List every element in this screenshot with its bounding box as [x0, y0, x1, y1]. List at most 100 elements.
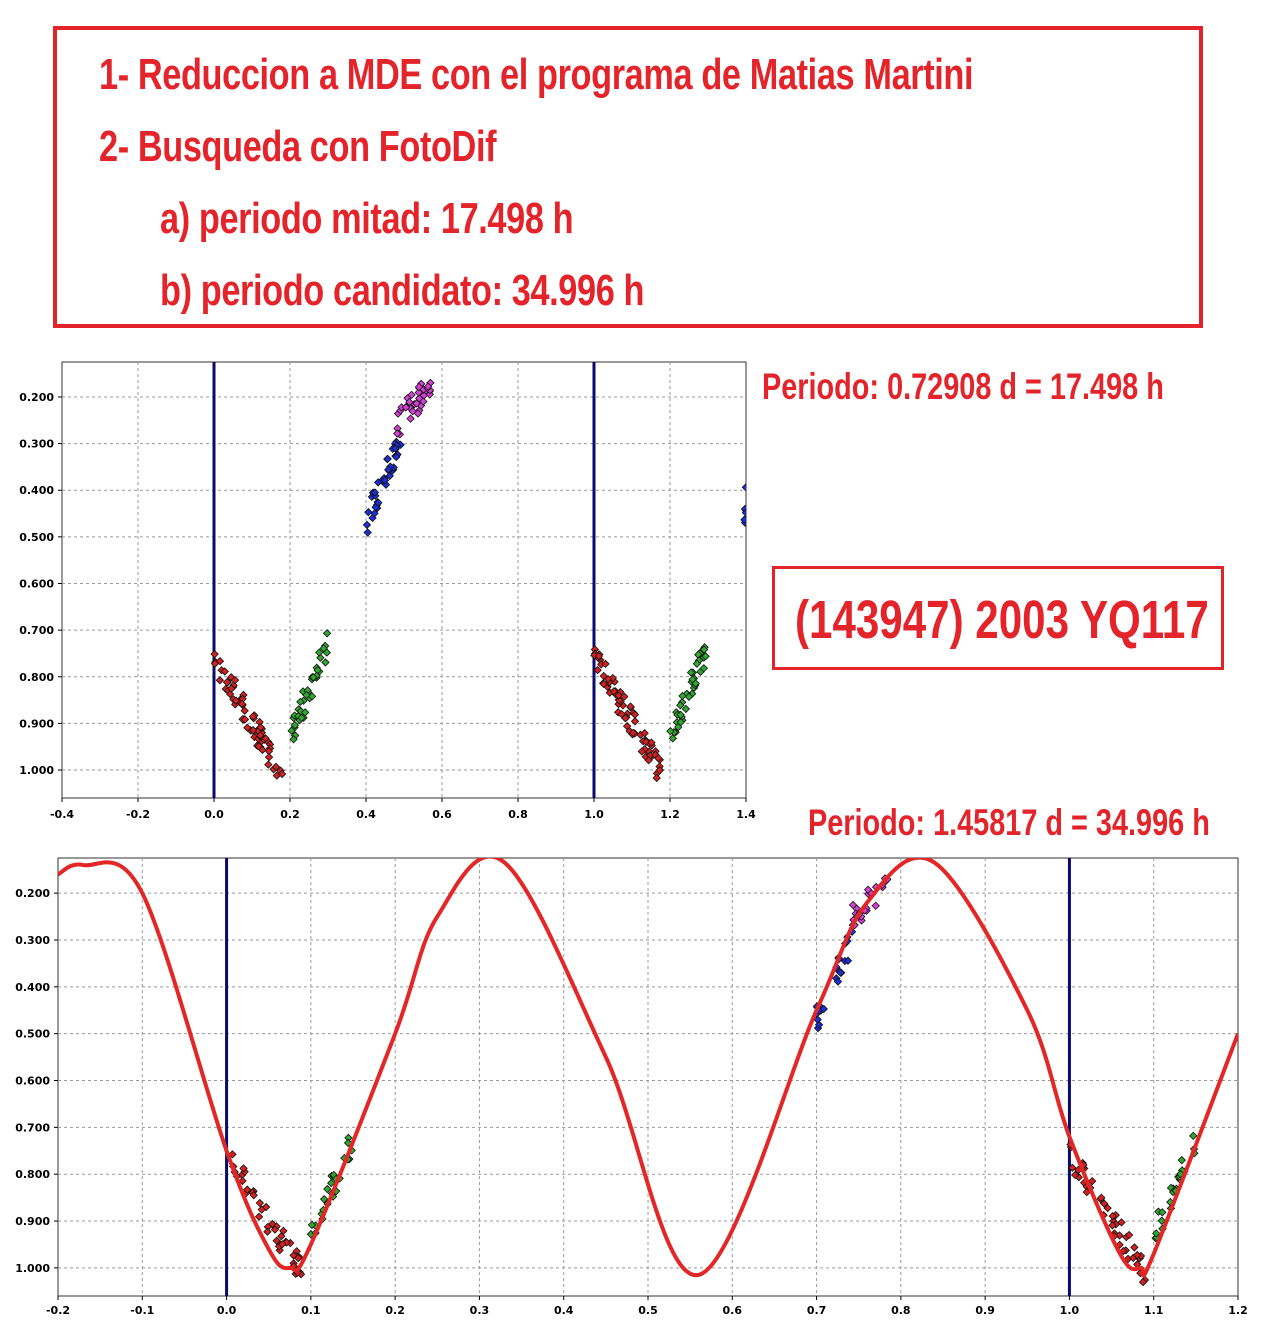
asteroid-box: (143947) 2003 YQ117: [772, 566, 1224, 670]
x-tick-label: 0.0: [204, 808, 224, 821]
data-point-red: [630, 710, 640, 719]
data-point-red: [1108, 1221, 1117, 1230]
data-point-magenta: [414, 388, 423, 397]
data-point-green: [691, 679, 700, 688]
data-point-red: [215, 676, 225, 685]
data-point-magenta: [405, 397, 414, 407]
x-tick-label: 0.4: [356, 808, 376, 821]
data-point-blue: [381, 480, 391, 489]
x-tick-label: -0.1: [130, 1304, 154, 1317]
data-point-red: [593, 665, 602, 675]
data-point-blue: [364, 507, 373, 517]
y-tick-label: 0.700: [19, 624, 54, 637]
data-point-green: [296, 707, 306, 716]
data-point-red: [641, 737, 651, 746]
data-point-magenta: [848, 900, 858, 910]
x-tick-label: 0.2: [385, 1304, 405, 1317]
data-point-blue: [813, 1015, 822, 1024]
x-tick-label: 0.6: [723, 1304, 743, 1317]
data-point-green: [1189, 1131, 1198, 1140]
x-tick-label: 0.6: [432, 808, 452, 821]
data-point-magenta: [863, 885, 873, 894]
data-point-red: [249, 1191, 258, 1200]
data-point-red: [222, 678, 232, 687]
data-point-blue: [836, 968, 845, 977]
data-point-blue: [383, 454, 392, 464]
data-point-red: [1124, 1230, 1134, 1240]
data-point-magenta: [871, 901, 880, 910]
data-point-red: [228, 1150, 237, 1159]
data-point-green: [296, 697, 305, 707]
data-point-red: [1097, 1193, 1106, 1202]
data-point-red: [254, 1212, 264, 1221]
x-tick-label: 1.2: [660, 808, 680, 821]
y-tick-label: 0.200: [19, 391, 54, 404]
data-point-red: [254, 742, 264, 751]
data-point-magenta: [412, 399, 421, 408]
data-point-blue: [373, 478, 383, 487]
data-point-green: [300, 708, 310, 717]
data-point-red: [237, 699, 247, 708]
data-point-red: [1100, 1199, 1109, 1208]
data-point-magenta: [419, 397, 428, 406]
note-candidate-period: b) periodo candidato: 34.996 h: [160, 266, 645, 315]
x-tick-label: 0.7: [807, 1304, 827, 1317]
note-half-period: a) periodo mitad: 17.498 h: [160, 194, 574, 243]
data-point-red: [603, 675, 613, 684]
y-tick-label: 0.800: [15, 1168, 50, 1181]
data-point-green: [676, 717, 685, 727]
data-point-green: [1152, 1229, 1161, 1238]
data-point-green: [1158, 1208, 1167, 1217]
data-point-red: [220, 667, 229, 676]
plot-area: [61, 361, 747, 799]
x-tick-label: -0.2: [126, 808, 150, 821]
data-point-blue: [741, 483, 746, 492]
asteroid-name: (143947) 2003 YQ117: [795, 590, 1209, 650]
data-point-red: [261, 1202, 271, 1212]
data-point-green: [287, 726, 296, 735]
data-point-green: [701, 652, 710, 661]
x-tick-label: 0.1: [301, 1304, 321, 1317]
data-point-green: [686, 668, 696, 677]
data-point-magenta: [407, 390, 416, 400]
data-point-magenta: [393, 429, 402, 438]
chart-half-period: -0.4 -0.2 0.0 0.2 0.4 0.6 0.8 1.0 1.2 1.4 0.200 0.3…: [19, 361, 756, 821]
data-point-red: [1115, 1231, 1124, 1240]
caption-period-half: Periodo: 0.72908 d = 17.498 h: [762, 366, 1164, 407]
data-point-blue: [740, 515, 746, 524]
data-point-green: [315, 648, 324, 657]
y-tick-label: 0.600: [15, 1075, 50, 1088]
data-point-green: [327, 1178, 336, 1188]
data-point-green: [316, 653, 325, 662]
data-point-red: [1138, 1277, 1148, 1287]
data-point-red: [294, 1253, 303, 1263]
data-point-blue: [819, 1004, 828, 1014]
data-point-green: [307, 1220, 317, 1230]
data-point-magenta: [406, 414, 415, 423]
data-point-blue: [392, 452, 401, 462]
data-point-red: [271, 762, 281, 771]
x-tick-label: 0.0: [217, 1304, 237, 1317]
fit-curve: [58, 858, 1238, 1278]
data-point-red: [240, 706, 249, 715]
data-point-green: [322, 629, 332, 638]
data-point-red: [630, 717, 640, 726]
data-point-green: [684, 692, 694, 701]
data-point-green: [1157, 1216, 1166, 1225]
data-point-red: [647, 738, 656, 747]
y-tick-label: 1.000: [19, 764, 54, 777]
data-point-magenta: [401, 403, 411, 412]
data-point-green: [668, 734, 677, 743]
data-point-green: [297, 713, 306, 723]
x-tick-label: 0.4: [554, 1304, 574, 1317]
data-point-red: [240, 715, 250, 724]
data-point-red: [637, 747, 646, 756]
data-point-green: [678, 691, 687, 701]
data-point-blue: [370, 488, 380, 497]
y-tick-label: 0.800: [19, 671, 54, 684]
data-point-green: [699, 664, 709, 673]
data-point-blue: [741, 508, 746, 517]
data-point-blue: [385, 471, 394, 481]
data-points: [210, 378, 746, 783]
